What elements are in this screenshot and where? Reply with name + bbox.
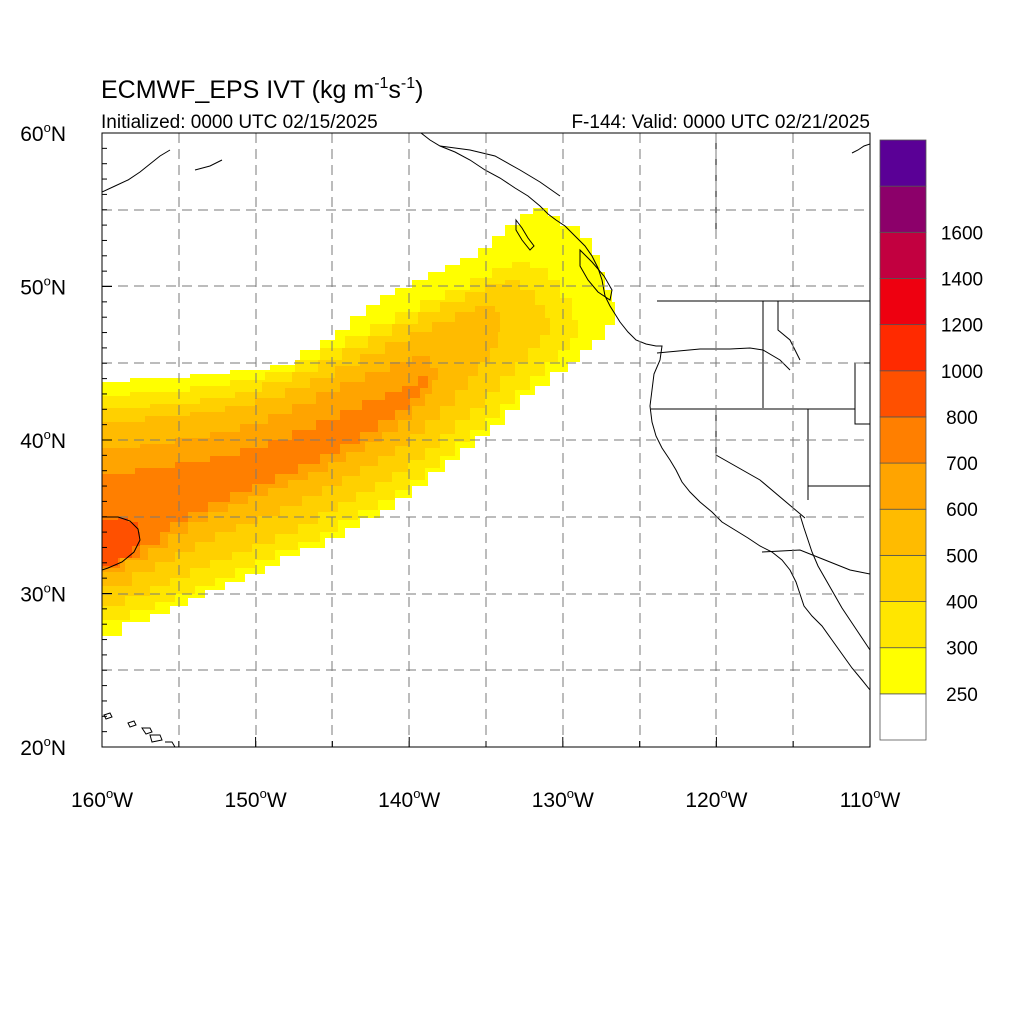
colorbar-swatch <box>879 647 927 695</box>
oregon-washington-border <box>656 347 791 371</box>
colorbar-swatch <box>879 601 927 649</box>
lon-tick-label: 110oW <box>840 786 901 812</box>
ivt-band-800 <box>102 518 140 566</box>
colorbar-label: 1600 <box>941 223 983 244</box>
colorbar-swatch <box>879 231 927 279</box>
colorbar-label: 600 <box>946 500 978 521</box>
northeast-coast-fragment <box>851 143 870 154</box>
haida-gwaii <box>515 218 535 251</box>
colorbar-swatch <box>879 508 927 556</box>
vancouver-island <box>579 248 613 301</box>
colorbar-label: 300 <box>946 639 978 660</box>
colorbar-swatch <box>879 370 927 418</box>
ivt-band-700 <box>102 376 428 568</box>
alaska-coast <box>102 149 223 193</box>
colorbar-label: 250 <box>946 685 978 706</box>
lon-tick-label: 140oW <box>378 786 440 812</box>
montana-idaho-border <box>777 301 801 361</box>
chart-title: ECMWF_EPS IVT (kg m-1s-1) <box>101 75 423 104</box>
colorbar-label: 400 <box>946 593 978 614</box>
title-superscript-1: -1 <box>374 75 388 92</box>
coastlines <box>102 133 870 747</box>
colorbar-swatch <box>879 185 927 233</box>
map-panel <box>101 132 871 748</box>
colorbar-label: 1400 <box>941 269 983 290</box>
colorbar-swatch <box>879 278 927 326</box>
gridlines <box>102 133 870 747</box>
lon-tick-label: 160oW <box>71 786 133 812</box>
colorbar-swatch <box>879 416 927 464</box>
baja-gulf-coast <box>799 514 870 651</box>
lat-tick-label: 30oN <box>20 581 66 607</box>
lat-tick-label: 40oN <box>20 427 66 453</box>
colorbar-label: 800 <box>946 408 978 429</box>
lon-tick-label: 130oW <box>532 786 594 812</box>
ivt-800-contour <box>101 516 141 571</box>
colorbar-swatch <box>879 693 927 741</box>
north-america-coast <box>420 133 870 691</box>
colorbar-swatch <box>879 554 927 602</box>
colorbar: 250 300 400 500 600 700 800 1000 1200 1400 1600 <box>879 139 983 741</box>
axis-ticks <box>101 132 871 748</box>
colorbar-label: 700 <box>946 454 978 475</box>
longitude-labels: 160oW 150oW 140oW 130oW 120oW 110oW <box>71 786 901 812</box>
title-end: ) <box>415 76 423 104</box>
ivt-field <box>102 208 615 636</box>
valid-time-label: F-144: Valid: 0000 UTC 02/21/2025 <box>571 112 870 133</box>
lat-tick-label: 60oN <box>20 120 66 146</box>
colorbar-swatch <box>879 462 927 510</box>
colorbar-label: 1200 <box>941 316 983 337</box>
title-mid: s <box>388 76 401 104</box>
title-superscript-2: -1 <box>401 75 415 92</box>
colorbar-label: 1000 <box>941 362 983 383</box>
lon-tick-label: 150oW <box>225 786 287 812</box>
nevada-california-border <box>715 409 806 519</box>
lat-tick-label: 20oN <box>20 734 66 760</box>
lon-tick-label: 120oW <box>685 786 747 812</box>
init-time-label: Initialized: 0000 UTC 02/15/2025 <box>101 112 378 133</box>
colorbar-swatch <box>879 324 927 372</box>
latitude-labels: 20oN 30oN 40oN 50oN 60oN <box>20 120 66 760</box>
us-mexico-border <box>761 549 870 575</box>
colorbar-swatch <box>879 139 927 187</box>
lat-tick-label: 50oN <box>20 274 66 300</box>
colorbar-label: 500 <box>946 546 978 567</box>
alaska-border <box>439 145 561 197</box>
hawaii-islands <box>103 712 176 747</box>
